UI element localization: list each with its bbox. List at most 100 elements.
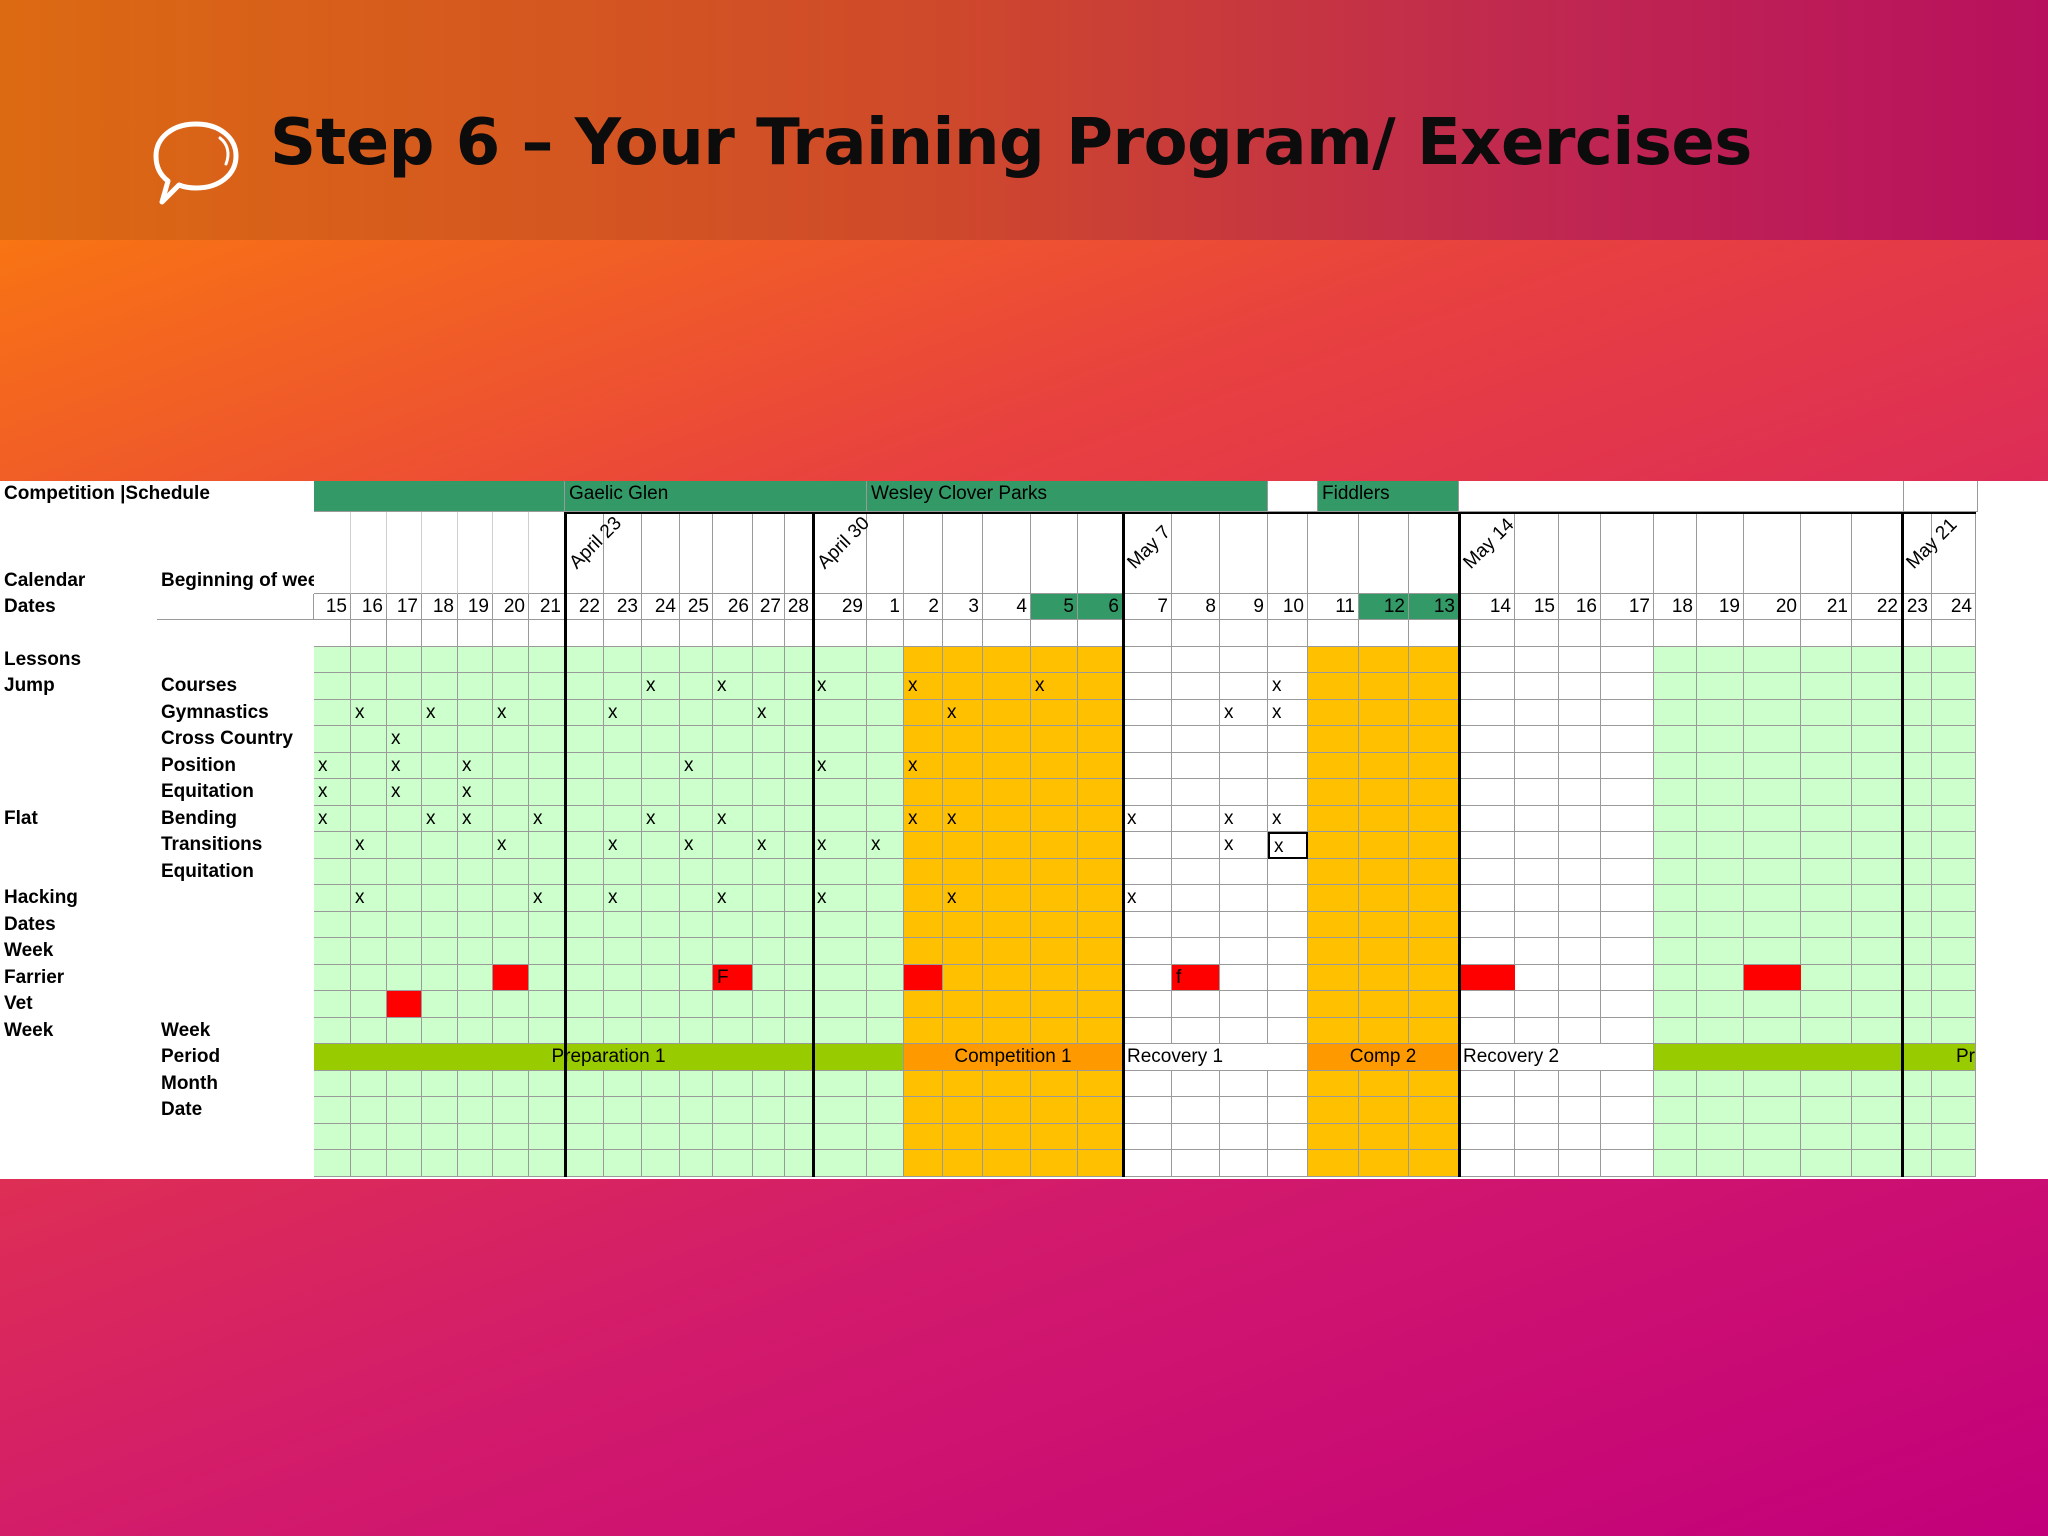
- grid-cell[interactable]: [713, 779, 753, 806]
- grid-cell[interactable]: [785, 1150, 813, 1177]
- grid-cell[interactable]: [1078, 779, 1123, 806]
- grid-cell[interactable]: [1654, 646, 1697, 673]
- calendar-cell[interactable]: [680, 512, 713, 594]
- grid-cell[interactable]: x: [314, 805, 351, 832]
- grid-cell[interactable]: [680, 1097, 713, 1124]
- grid-cell[interactable]: [1409, 646, 1459, 673]
- grid-cell[interactable]: [1268, 1017, 1308, 1044]
- grid-cell[interactable]: [1932, 699, 1976, 726]
- grid-cell[interactable]: [785, 964, 813, 991]
- grid-cell[interactable]: [458, 726, 493, 753]
- grid-cell[interactable]: [1123, 964, 1172, 991]
- grid-cell[interactable]: [1902, 646, 1932, 673]
- grid-cell[interactable]: x: [813, 673, 867, 700]
- grid-cell[interactable]: [867, 938, 904, 965]
- grid-cell[interactable]: [1932, 911, 1976, 938]
- row-sublabel[interactable]: [157, 1123, 314, 1150]
- grid-cell[interactable]: [753, 779, 785, 806]
- grid-cell[interactable]: [1308, 938, 1359, 965]
- grid-cell[interactable]: [1459, 991, 1515, 1018]
- grid-cell[interactable]: [1172, 752, 1220, 779]
- row-sublabel[interactable]: Equitation: [157, 858, 314, 885]
- grid-cell[interactable]: [1902, 673, 1932, 700]
- grid-cell[interactable]: [1308, 1070, 1359, 1097]
- grid-cell[interactable]: [1172, 779, 1220, 806]
- grid-cell[interactable]: [1459, 938, 1515, 965]
- grid-cell[interactable]: [314, 885, 351, 912]
- grid-cell[interactable]: [943, 858, 983, 885]
- grid-cell[interactable]: [1744, 805, 1801, 832]
- grid-cell[interactable]: [753, 991, 785, 1018]
- grid-cell[interactable]: [1852, 699, 1902, 726]
- grid-cell[interactable]: [422, 620, 458, 647]
- grid-cell[interactable]: [387, 832, 422, 859]
- grid-cell[interactable]: [1359, 964, 1409, 991]
- grid-cell[interactable]: [1697, 1017, 1744, 1044]
- grid-cell[interactable]: [1801, 938, 1852, 965]
- grid-cell[interactable]: [1220, 1150, 1268, 1177]
- grid-cell[interactable]: x: [1268, 832, 1308, 859]
- grid-cell[interactable]: [314, 938, 351, 965]
- grid-cell[interactable]: [1515, 858, 1559, 885]
- grid-cell[interactable]: x: [604, 832, 642, 859]
- row-sublabel[interactable]: Period: [157, 1044, 314, 1071]
- grid-cell[interactable]: x: [1268, 805, 1308, 832]
- grid-cell[interactable]: [1744, 1123, 1801, 1150]
- grid-cell[interactable]: [983, 1123, 1031, 1150]
- grid-cell[interactable]: [529, 858, 565, 885]
- grid-cell[interactable]: [1123, 858, 1172, 885]
- grid-cell[interactable]: [1308, 1017, 1359, 1044]
- grid-cell[interactable]: [314, 1123, 351, 1150]
- grid-cell[interactable]: [642, 726, 680, 753]
- grid-cell[interactable]: [1902, 779, 1932, 806]
- grid-cell[interactable]: [493, 1017, 529, 1044]
- day-cell[interactable]: 14: [1459, 594, 1515, 620]
- grid-cell[interactable]: [1359, 885, 1409, 912]
- grid-cell[interactable]: [458, 1123, 493, 1150]
- grid-cell[interactable]: [943, 1017, 983, 1044]
- grid-cell[interactable]: [642, 1097, 680, 1124]
- grid-cell[interactable]: [753, 1150, 785, 1177]
- grid-cell[interactable]: x: [1123, 805, 1172, 832]
- grid-cell[interactable]: [1308, 779, 1359, 806]
- grid-cell[interactable]: [1123, 779, 1172, 806]
- day-cell[interactable]: 28: [785, 594, 813, 620]
- grid-cell[interactable]: [1744, 1150, 1801, 1177]
- grid-cell[interactable]: [1697, 1070, 1744, 1097]
- grid-cell[interactable]: [1078, 858, 1123, 885]
- grid-cell[interactable]: [1031, 699, 1078, 726]
- grid-cell[interactable]: [1220, 779, 1268, 806]
- grid-cell[interactable]: [785, 646, 813, 673]
- grid-cell[interactable]: [351, 620, 387, 647]
- grid-cell[interactable]: [458, 938, 493, 965]
- grid-cell[interactable]: [642, 646, 680, 673]
- grid-cell[interactable]: [1268, 1123, 1308, 1150]
- grid-cell[interactable]: [604, 964, 642, 991]
- grid-cell[interactable]: x: [867, 832, 904, 859]
- grid-cell[interactable]: [904, 726, 943, 753]
- grid-cell[interactable]: [1031, 805, 1078, 832]
- calendar-cell[interactable]: [867, 512, 904, 594]
- grid-cell[interactable]: [1559, 858, 1601, 885]
- grid-cell[interactable]: [387, 964, 422, 991]
- row-sublabel[interactable]: [157, 1150, 314, 1177]
- grid-cell[interactable]: [1932, 832, 1976, 859]
- grid-cell[interactable]: [351, 964, 387, 991]
- grid-cell[interactable]: [943, 964, 983, 991]
- period-band[interactable]: Recovery 2: [1459, 1044, 1654, 1071]
- grid-cell[interactable]: [1078, 673, 1123, 700]
- grid-cell[interactable]: [753, 938, 785, 965]
- grid-cell[interactable]: [1744, 885, 1801, 912]
- grid-cell[interactable]: [904, 1123, 943, 1150]
- grid-cell[interactable]: F: [713, 964, 753, 991]
- grid-cell[interactable]: [1409, 1123, 1459, 1150]
- calendar-cell[interactable]: [565, 512, 604, 594]
- grid-cell[interactable]: [785, 805, 813, 832]
- grid-cell[interactable]: x: [642, 805, 680, 832]
- day-cell[interactable]: 3: [943, 594, 983, 620]
- grid-cell[interactable]: x: [904, 673, 943, 700]
- grid-cell[interactable]: [1123, 1017, 1172, 1044]
- calendar-cell[interactable]: [351, 512, 387, 594]
- grid-cell[interactable]: [1801, 1150, 1852, 1177]
- grid-cell[interactable]: [1801, 646, 1852, 673]
